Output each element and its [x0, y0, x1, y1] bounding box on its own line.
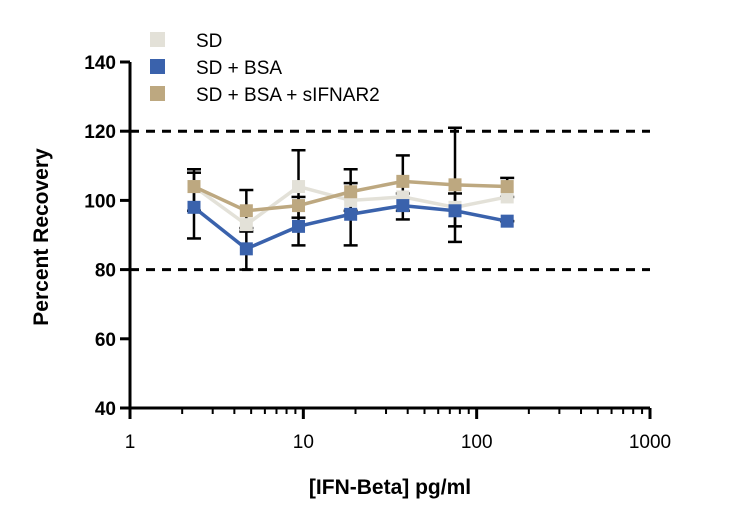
legend-label: SD: [196, 31, 222, 52]
y-tick-label: 100: [84, 191, 116, 212]
axes: [128, 62, 650, 410]
series-layer: [186, 126, 515, 271]
legend-label: SD + BSA: [196, 58, 282, 79]
y-tick-label: 80: [95, 261, 116, 282]
x-tick-label: 1: [125, 432, 136, 453]
data-point: [239, 204, 253, 218]
data-point: [239, 218, 253, 232]
data-point: [187, 180, 201, 194]
x-tick-label: 10: [293, 432, 314, 453]
data-point: [187, 200, 201, 214]
legend-swatch: [150, 86, 165, 101]
x-axis-label: [IFN-Beta] pg/ml: [309, 476, 471, 499]
x-tick-label: 1000: [629, 432, 671, 453]
data-point: [396, 174, 410, 188]
data-point: [239, 242, 253, 256]
legend-swatch: [150, 59, 165, 74]
data-point: [292, 180, 306, 194]
legend: SD SD + BSA SD + BSA + sIFNAR2: [150, 31, 380, 106]
y-axis-label: Percent Recovery: [30, 148, 53, 326]
data-point: [344, 185, 358, 199]
legend-label: SD + BSA + sIFNAR2: [196, 85, 380, 106]
data-point: [448, 204, 462, 218]
y-tick-label: 60: [95, 330, 116, 351]
y-ticks: 40 60 80 100 120 140: [84, 53, 130, 420]
data-point: [396, 199, 410, 213]
data-point: [344, 207, 358, 221]
data-point: [500, 180, 514, 194]
data-point: [292, 199, 306, 213]
y-tick-label: 120: [84, 122, 116, 143]
y-tick-label: 140: [84, 53, 116, 74]
data-point: [292, 219, 306, 233]
x-tick-label: 100: [461, 432, 493, 453]
data-point: [500, 214, 514, 228]
reference-lines: [130, 129, 650, 272]
x-ticks: 1 10 100 1000: [125, 408, 671, 453]
data-point: [448, 178, 462, 192]
y-tick-label: 40: [95, 399, 116, 420]
legend-swatch: [150, 32, 165, 47]
data-point: [500, 190, 514, 204]
